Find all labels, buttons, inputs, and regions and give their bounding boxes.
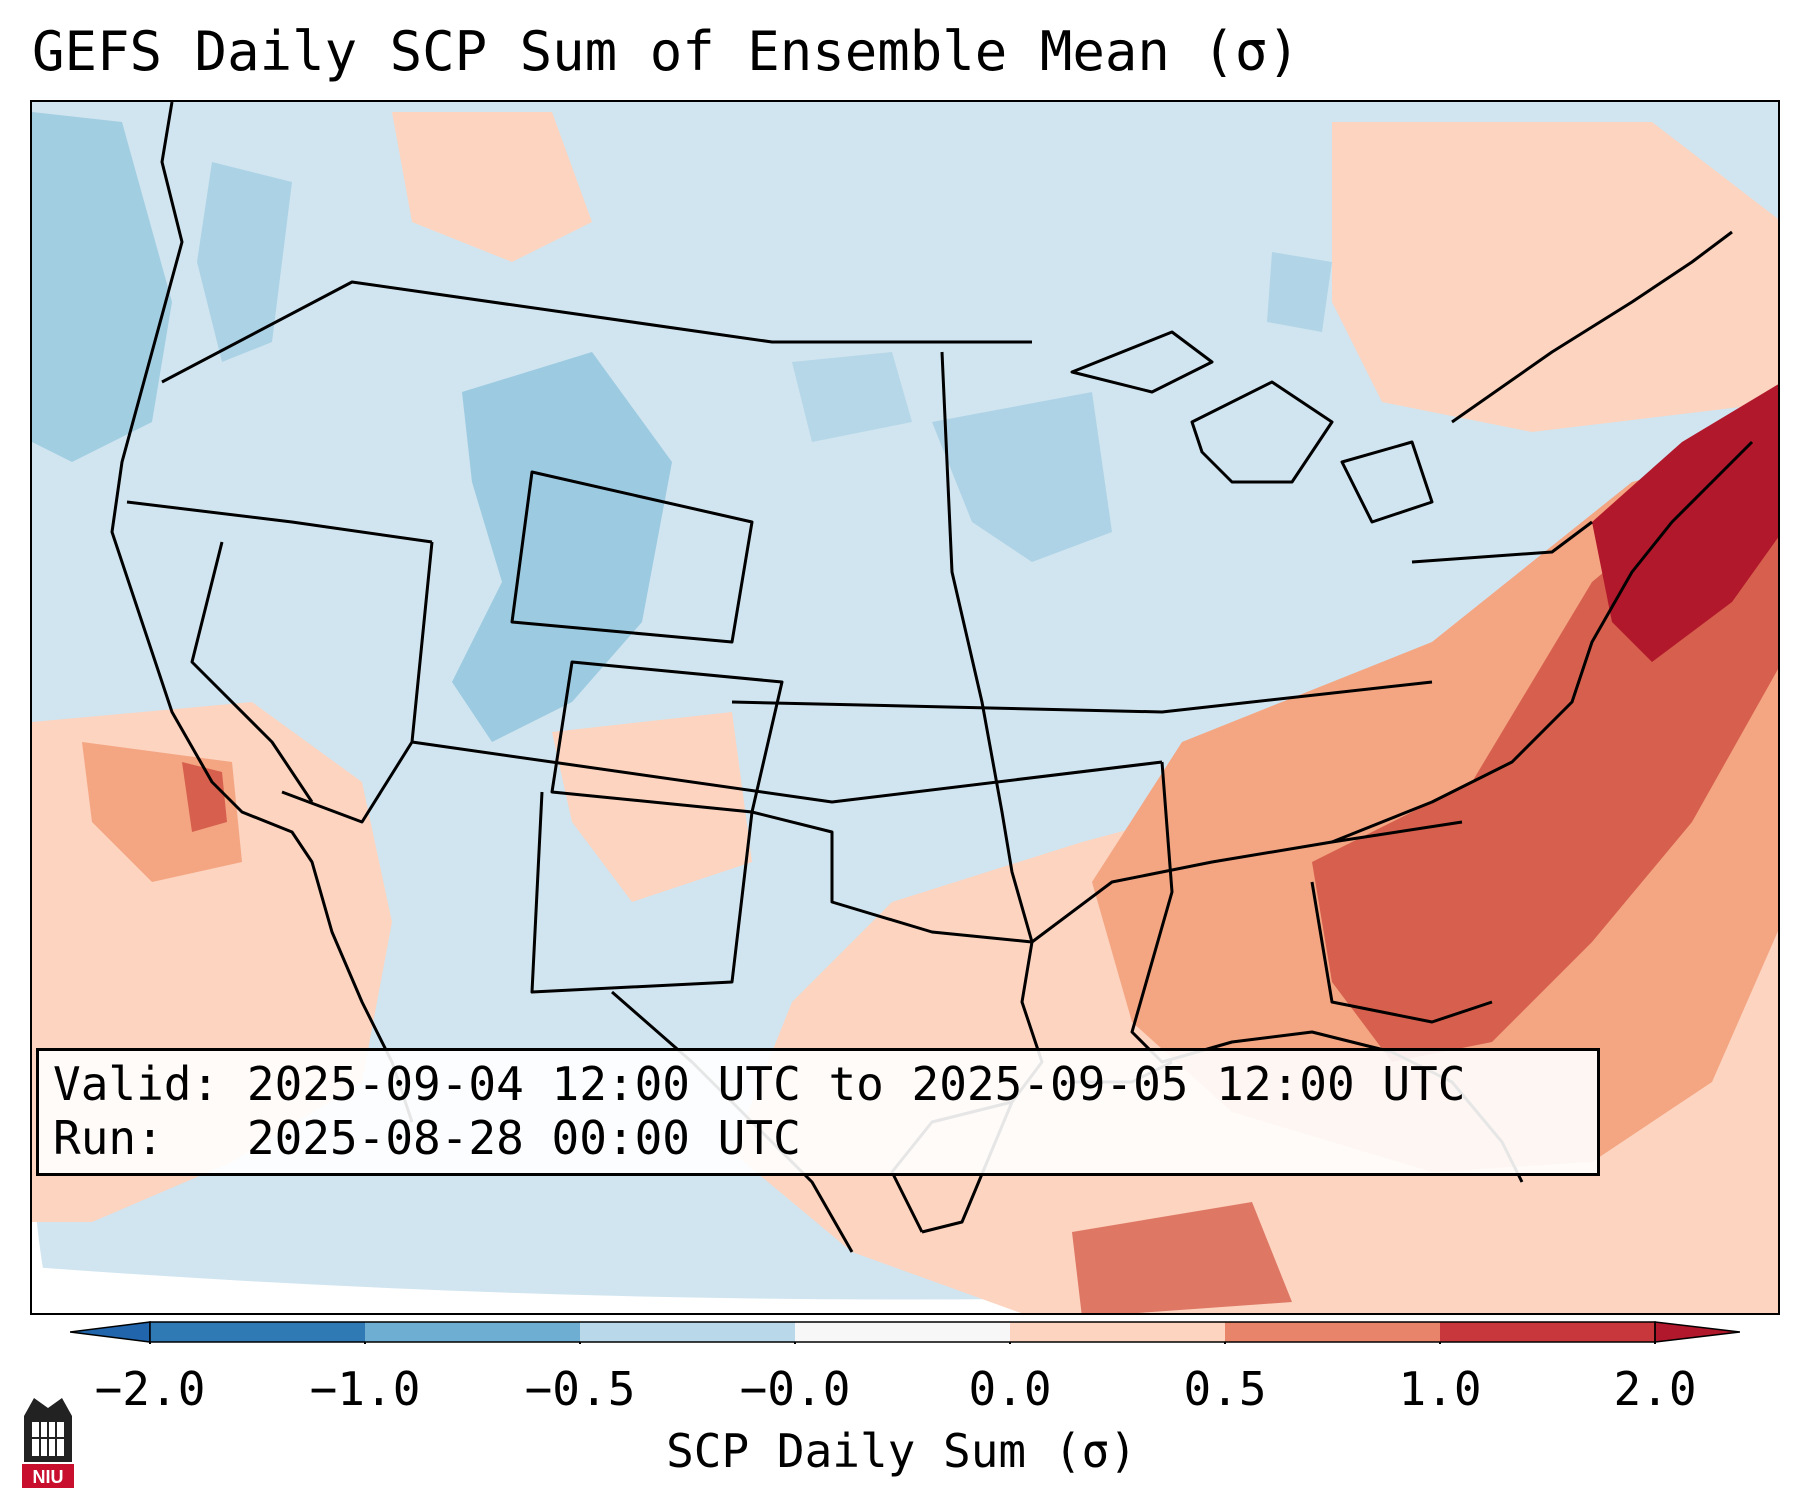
st-lawrence — [1451, 230, 1733, 424]
shade-pacific-sw-core — [182, 762, 227, 832]
colorbar-label: SCP Daily Sum (σ) — [666, 1424, 1137, 1478]
shade-atlantic-max — [1592, 384, 1778, 662]
colorbar-segment — [150, 1322, 365, 1342]
kansas-missouri-border — [731, 680, 1433, 714]
wyoming-border — [510, 470, 754, 644]
mid-latitude-border — [411, 740, 1163, 804]
canada-border-west — [161, 280, 1032, 384]
tennessee-border — [1031, 820, 1463, 944]
shade-ontario — [1267, 252, 1332, 332]
colorbar-tick-label: 0.0 — [968, 1362, 1052, 1416]
colorbar-segment — [580, 1322, 795, 1342]
colorbar-tick-label: 1.0 — [1398, 1362, 1482, 1416]
colorbar-segment — [1225, 1322, 1440, 1342]
shade-washington — [197, 162, 292, 362]
lake-michigan — [1190, 380, 1334, 484]
map-title: GEFS Daily SCP Sum of Ensemble Mean (σ) — [32, 20, 1300, 83]
shade-wisconsin — [932, 392, 1112, 562]
colorbar-tick-label: −2.0 — [94, 1362, 206, 1416]
lake-superior — [1070, 330, 1214, 394]
pennsylvania-border — [1411, 520, 1593, 564]
shade-northeast — [1332, 122, 1778, 432]
shade-colorado — [452, 352, 672, 742]
oregon-california-border — [126, 500, 433, 544]
niu-logo-icon: NIU — [22, 1398, 74, 1488]
colorbar-tick-label: −1.0 — [309, 1362, 421, 1416]
nevada-border — [190, 541, 314, 803]
central-border — [940, 351, 1034, 943]
atlantic-coastline — [1331, 440, 1754, 844]
shade-new-mexico — [552, 712, 752, 902]
colorbar-tick-label: 0.5 — [1183, 1362, 1267, 1416]
colorbar-segment — [1440, 1322, 1655, 1342]
georgia-border — [1310, 881, 1493, 1024]
colorbar-tick-label: 2.0 — [1613, 1362, 1697, 1416]
colorbar-segment — [365, 1322, 580, 1342]
valid-time-box: Valid: 2025-09-04 12:00 UTC to 2025-09-0… — [36, 1048, 1600, 1176]
colorbar-tick-label: −0.5 — [524, 1362, 636, 1416]
lake-huron — [1340, 440, 1434, 524]
colorbar-segment — [795, 1322, 1010, 1342]
colorbar — [70, 1321, 1740, 1344]
colorbar-extend-low — [70, 1321, 151, 1343]
valid-value: 2025-09-04 12:00 UTC to 2025-09-05 12:00… — [246, 1057, 1466, 1111]
run-label: Run: — [53, 1111, 164, 1165]
utah-border — [281, 541, 434, 824]
run-value: 2025-08-28 00:00 UTC — [246, 1111, 801, 1165]
colorbar-segment — [1010, 1322, 1225, 1342]
shade-dakotas — [792, 352, 912, 442]
logo-text: NIU — [33, 1467, 64, 1487]
projection-edge-left — [32, 1067, 52, 1313]
colorbar-extend-high — [1654, 1321, 1740, 1343]
colorbar-ticks — [149, 1342, 1656, 1344]
colorbar-tick-label: −0.0 — [739, 1362, 851, 1416]
colorbar-outline — [149, 1321, 1656, 1343]
shade-pacific-nw — [32, 112, 172, 462]
shade-alberta — [392, 112, 592, 262]
valid-label: Valid: — [53, 1057, 220, 1111]
pacific-coastline — [110, 102, 414, 1123]
shade-caribbean — [1072, 1202, 1292, 1313]
new-mexico-border — [530, 791, 754, 994]
